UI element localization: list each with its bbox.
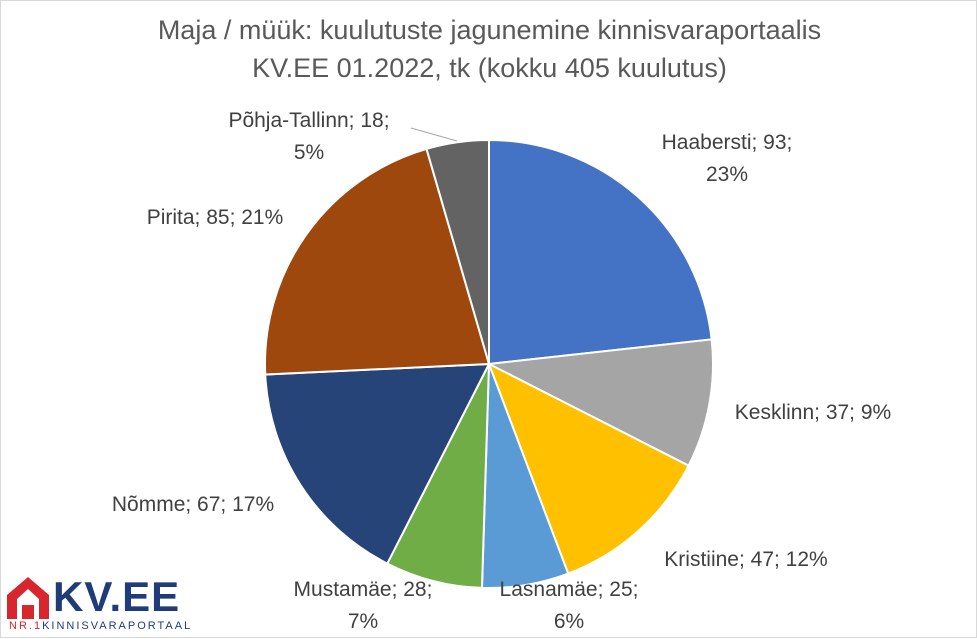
pie-slice-haabersti [488, 138, 713, 366]
logo-tagline-text: KINNISVARAPORTAAL [42, 620, 193, 632]
chart-title-line1: Maja / müük: kuulutuste jagunemine kinni… [157, 15, 822, 45]
kv-ee-logo: KV.EE NR.1KINNISVARAPORTAAL [5, 573, 205, 635]
data-label-põhja-tallinn: Põhja-Tallinn; 18; 5% [228, 109, 389, 164]
house-icon [7, 577, 49, 619]
pie-slice-põhja-tallinn [425, 138, 490, 365]
chart-subtitle: KV.EE 01.2022, tk (kokku 405 kuulutus) [252, 53, 727, 83]
leader-line-pohja-tallinn [410, 127, 458, 142]
pie-slice-pirita [264, 147, 491, 376]
pie-slice-nõmme [264, 362, 491, 565]
data-label-kristiine: Kristiine; 47; 12% [664, 548, 827, 571]
logo-wordmark: KV.EE [53, 573, 181, 620]
pie-slice-kesklinn [485, 338, 715, 468]
data-label-nõmme: Nõmme; 67; 17% [112, 493, 274, 516]
logo-tagline: NR.1KINNISVARAPORTAAL [9, 620, 192, 632]
data-label-mustamäe: Mustamäe; 28; 7% [294, 578, 433, 633]
data-label-lasnamäe: Lasnamäe; 25; 6% [500, 578, 639, 633]
data-label-haabersti: Haabersti; 93; 23% [662, 131, 793, 186]
logo-tagline-prefix: NR.1 [9, 620, 43, 632]
data-label-kesklinn: Kesklinn; 37; 9% [735, 401, 891, 424]
pie-slices [264, 138, 715, 589]
chart-title: Maja / müük: kuulutuste jagunemine kinni… [1, 11, 977, 87]
data-labels: Haabersti; 93; 23% Kesklinn; 37; 9% Kristii… [112, 109, 891, 633]
leader-lines [410, 127, 458, 142]
data-label-pirita: Pirita; 85; 21% [147, 206, 284, 229]
pie-slice-kristiine [487, 361, 690, 575]
